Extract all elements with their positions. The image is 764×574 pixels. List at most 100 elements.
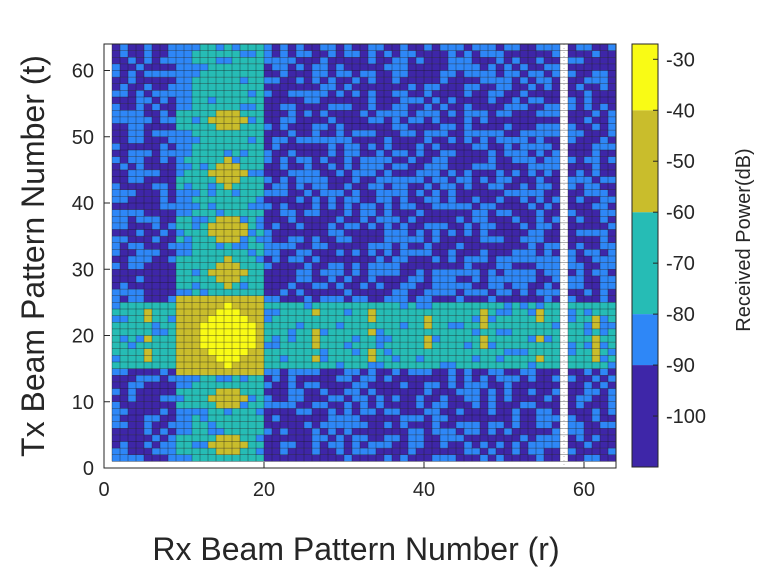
- heatmap-cell: [584, 50, 592, 58]
- heatmap-cell: [312, 110, 320, 117]
- heatmap-cell: [232, 222, 240, 230]
- heatmap-cell: [424, 57, 432, 64]
- heatmap-cell: [472, 408, 480, 416]
- heatmap-cell: [152, 342, 160, 349]
- heatmap-cell: [592, 328, 600, 336]
- heatmap-cell: [304, 289, 312, 296]
- heatmap-cell: [392, 375, 400, 382]
- heatmap-cell: [272, 196, 280, 204]
- heatmap-cell: [456, 368, 464, 376]
- heatmap-cell: [440, 441, 448, 449]
- heatmap-cell: [264, 289, 272, 296]
- heatmap-cell: [520, 328, 528, 336]
- colorbar-label: Received Power(dB): [733, 148, 755, 331]
- heatmap-cell: [400, 415, 408, 422]
- colorbar-tick-label: -70: [666, 253, 695, 275]
- heatmap-cell: [280, 448, 288, 455]
- heatmap-cell: [264, 401, 272, 409]
- heatmap-cell: [472, 90, 480, 98]
- heatmap-cell: [504, 408, 512, 416]
- heatmap-cell: [112, 262, 120, 270]
- heatmap-cell: [216, 183, 224, 190]
- heatmap-cell: [192, 150, 200, 157]
- heatmap-cell: [168, 441, 176, 449]
- heatmap-cell: [456, 70, 464, 78]
- heatmap-cell: [304, 103, 312, 111]
- heatmap-cell: [528, 408, 536, 416]
- heatmap-cell: [512, 362, 520, 369]
- heatmap-cell: [176, 342, 184, 349]
- heatmap-cell: [384, 381, 392, 389]
- heatmap-cell: [232, 441, 240, 449]
- heatmap-cell: [112, 408, 120, 416]
- heatmap-cell: [448, 295, 456, 303]
- heatmap-cell: [136, 123, 144, 131]
- heatmap-cell: [208, 362, 216, 369]
- heatmap-cell: [464, 203, 472, 210]
- heatmap-cell: [232, 454, 240, 462]
- heatmap-cell: [392, 256, 400, 263]
- heatmap-cell: [192, 421, 200, 429]
- heatmap-cell: [280, 289, 288, 296]
- heatmap-cell: [280, 381, 288, 389]
- heatmap-cell: [216, 222, 224, 230]
- heatmap-cell: [320, 441, 328, 449]
- heatmap-cell: [608, 163, 616, 170]
- heatmap-cell: [144, 50, 152, 58]
- heatmap-cell: [592, 408, 600, 416]
- heatmap-cell: [256, 216, 264, 223]
- heatmap-cell: [200, 209, 208, 217]
- heatmap-cell: [608, 256, 616, 263]
- heatmap-cell: [144, 57, 152, 64]
- heatmap-cell: [168, 315, 176, 323]
- heatmap-cell: [328, 315, 336, 323]
- heatmap-cell: [568, 143, 576, 151]
- heatmap-cell: [528, 434, 536, 442]
- heatmap-cell: [336, 116, 344, 124]
- heatmap-cell: [216, 408, 224, 416]
- heatmap-cell: [448, 315, 456, 323]
- heatmap-cell: [384, 315, 392, 323]
- heatmap-cell: [608, 322, 616, 329]
- heatmap-cell: [448, 222, 456, 230]
- heatmap-cell: [248, 309, 256, 316]
- heatmap-cell: [328, 189, 336, 197]
- heatmap-cell: [600, 302, 608, 310]
- heatmap-cell: [344, 302, 352, 310]
- heatmap-cell: [112, 209, 120, 217]
- heatmap-cell: [408, 163, 416, 170]
- heatmap-cell: [264, 368, 272, 376]
- heatmap-cell: [392, 322, 400, 329]
- heatmap-cell: [528, 335, 536, 343]
- heatmap-cell: [536, 249, 544, 257]
- heatmap-cell: [488, 216, 496, 223]
- heatmap-cell: [528, 328, 536, 336]
- heatmap-cell: [512, 335, 520, 343]
- heatmap-cell: [224, 156, 232, 164]
- heatmap-cell: [152, 295, 160, 303]
- heatmap-cell: [328, 428, 336, 435]
- heatmap-cell: [360, 77, 368, 84]
- heatmap-cell: [416, 63, 424, 71]
- heatmap-cell: [448, 136, 456, 144]
- heatmap-cell: [240, 355, 248, 363]
- heatmap-cell: [240, 408, 248, 416]
- heatmap-cell: [216, 130, 224, 137]
- heatmap-cell: [328, 110, 336, 117]
- heatmap-cell: [176, 362, 184, 369]
- heatmap-cell: [112, 381, 120, 389]
- heatmap-cell: [400, 229, 408, 237]
- heatmap-cell: [568, 434, 576, 442]
- heatmap-cell: [600, 203, 608, 210]
- heatmap-cell: [416, 289, 424, 296]
- heatmap-cell: [200, 309, 208, 316]
- heatmap-cell: [552, 275, 560, 283]
- heatmap-cell: [152, 362, 160, 369]
- heatmap-cell: [512, 236, 520, 243]
- heatmap-cell: [200, 401, 208, 409]
- heatmap-cell: [464, 362, 472, 369]
- heatmap-cell: [536, 434, 544, 442]
- heatmap-cell: [456, 375, 464, 382]
- heatmap-cell: [488, 116, 496, 124]
- heatmap-cell: [608, 428, 616, 435]
